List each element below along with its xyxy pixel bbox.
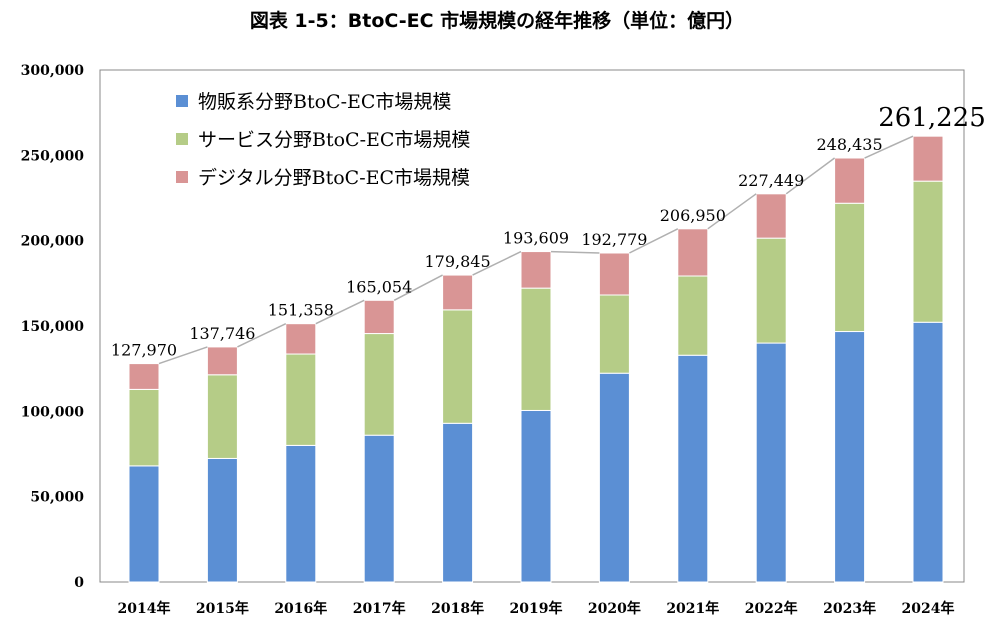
total-connector-line [707, 193, 757, 230]
legend-swatch [176, 133, 188, 145]
bar-segment-series-2 [520, 287, 552, 411]
total-connector-line [158, 346, 208, 365]
x-tick-label: 2014年 [118, 600, 171, 617]
total-value-label: 248,435 [817, 135, 883, 154]
total-connector-line [629, 228, 679, 254]
bar-segment-series-2 [598, 294, 630, 374]
bar-segment-series-1 [598, 372, 630, 583]
total-value-label: 193,609 [503, 229, 569, 248]
x-tick-label: 2024年 [902, 600, 955, 617]
y-tick-label: 300,000 [21, 63, 85, 79]
total-connector-line [864, 135, 914, 159]
bar-segment-series-3 [677, 228, 709, 277]
bar-segment-series-2 [285, 353, 317, 446]
bar-segment-series-2 [755, 237, 787, 344]
x-tick-label: 2018年 [431, 600, 484, 617]
bar-segment-series-2 [442, 309, 474, 424]
total-connector-line [393, 274, 443, 301]
bar-segment-series-3 [755, 193, 787, 239]
x-tick-label: 2023年 [823, 600, 876, 617]
y-tick-label: 50,000 [30, 490, 84, 506]
bar-segment-series-1 [912, 321, 944, 583]
bar-segment-series-3 [128, 363, 160, 390]
legend-swatch [176, 171, 188, 183]
x-tick-label: 2021年 [666, 600, 719, 617]
x-tick-label: 2020年 [588, 600, 641, 617]
total-value-label: 127,970 [111, 341, 177, 360]
total-value-label: 227,449 [738, 171, 804, 190]
chart-title: 図表 1-5：BtoC-EC 市場規模の経年推移（単位：億円） [249, 10, 745, 32]
bar-segment-series-1 [520, 409, 552, 583]
legend-label: サービス分野BtoC-EC市場規模 [198, 129, 470, 151]
bar-segment-series-1 [755, 342, 787, 583]
bar-segment-series-1 [206, 457, 238, 583]
y-tick-label: 100,000 [21, 404, 85, 420]
bar-segment-series-2 [677, 275, 709, 356]
bar-segment-series-3 [598, 252, 630, 296]
y-tick-label: 200,000 [21, 234, 85, 250]
y-tick-label: 0 [74, 575, 84, 591]
total-connector-line [237, 323, 287, 348]
total-value-label: 151,358 [268, 301, 334, 320]
x-tick-label: 2016年 [274, 600, 327, 617]
bar-segment-series-3 [285, 323, 317, 355]
bar-segment-series-3 [520, 251, 552, 289]
total-connector-line [550, 250, 600, 254]
y-tick-label: 150,000 [21, 319, 85, 335]
legend-swatch [176, 95, 188, 107]
bar-segment-series-3 [363, 299, 395, 335]
x-tick-label: 2015年 [196, 600, 249, 617]
x-tick-label: 2022年 [745, 600, 798, 617]
total-connector-line [785, 157, 836, 195]
legend-label: デジタル分野BtoC-EC市場規模 [198, 167, 470, 189]
total-value-label: 179,845 [425, 252, 491, 271]
bar-segment-series-1 [363, 434, 395, 583]
bar-segment-series-3 [442, 274, 474, 311]
bar-segment-series-3 [912, 135, 944, 182]
total-value-label: 261,225 [878, 103, 986, 133]
bar-segment-series-1 [834, 331, 866, 583]
bar-segment-series-1 [442, 422, 474, 583]
bar-segment-series-1 [677, 354, 709, 583]
x-tick-label: 2017年 [353, 600, 406, 617]
bar-segment-series-2 [128, 388, 160, 467]
total-value-label: 137,746 [189, 324, 255, 343]
bar-segment-series-1 [285, 444, 317, 583]
bar-segment-series-3 [206, 346, 238, 376]
total-connector-line [315, 299, 365, 325]
bar-segment-series-2 [206, 374, 238, 459]
bar-segment-series-2 [912, 180, 944, 323]
total-connector-line [472, 250, 522, 276]
bar-segment-series-2 [363, 333, 395, 436]
legend-label: 物販系分野BtoC-EC市場規模 [198, 91, 451, 113]
bar-segment-series-2 [834, 202, 866, 333]
bar-segment-series-3 [834, 157, 866, 204]
bar-segment-series-1 [128, 465, 160, 583]
total-value-label: 165,054 [346, 277, 412, 296]
total-value-label: 192,779 [581, 230, 647, 249]
x-tick-label: 2019年 [510, 600, 563, 617]
y-tick-label: 250,000 [21, 148, 85, 164]
total-value-label: 206,950 [660, 206, 726, 225]
